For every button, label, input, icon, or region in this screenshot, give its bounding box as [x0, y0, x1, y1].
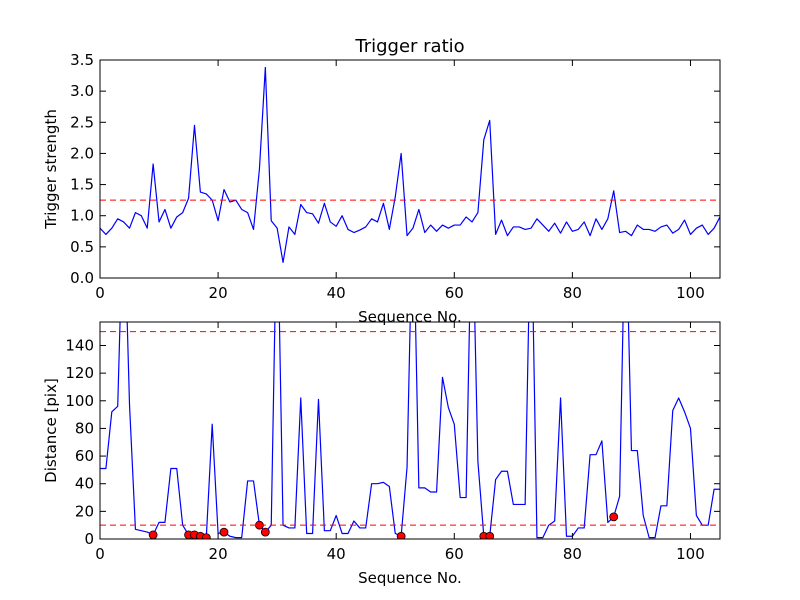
trigger-ratio-chart: 0 20 40 60 80 100 0.0 0.5 1.0 1.5 2.0 2.5 3.0 3.5 Trig…: [42, 36, 721, 326]
bottom-marker-point: [260, 527, 270, 537]
bottom-y-tick-label: 80: [75, 419, 94, 437]
top-x-tick-label: 100: [676, 284, 705, 302]
top-y-tick-label: 2.0: [70, 144, 94, 162]
bottom-plot-area: [100, 322, 720, 539]
bottom-y-tick-label: 140: [65, 336, 94, 354]
top-x-tick-label: 40: [327, 284, 346, 302]
bottom-x-axis-label: Sequence No.: [358, 569, 462, 587]
bottom-axes-frame: [99, 321, 721, 540]
bottom-x-tick-label: 80: [563, 545, 582, 563]
bottom-y-tick-label: 100: [65, 392, 94, 410]
top-x-tick-label: 0: [95, 284, 105, 302]
bottom-y-tick-label: 120: [65, 364, 94, 382]
top-y-tick-label: 1.0: [70, 207, 94, 225]
bottom-marker-point: [396, 531, 406, 539]
bottom-y-tick-label: 0: [84, 530, 94, 548]
bottom-y-tick-label: 20: [75, 502, 94, 520]
top-y-tick-label: 1.5: [70, 176, 94, 194]
bottom-x-tick-label: 20: [209, 545, 228, 563]
bottom-y-axis-label: Distance [pix]: [42, 378, 60, 483]
top-y-tick-label: 0.0: [70, 269, 94, 287]
distance-chart: 0 20 40 60 80 100 0 20 40 60 80 100 120 140 Sequence N…: [42, 321, 721, 587]
top-y-tick-label: 0.5: [70, 238, 94, 256]
bottom-y-tick-label: 60: [75, 447, 94, 465]
top-y-tick-label: 3.5: [70, 51, 94, 69]
bottom-x-tick-label: 100: [676, 545, 705, 563]
top-x-tick-label: 60: [445, 284, 464, 302]
bottom-marker-point: [609, 512, 619, 522]
top-x-tick-label: 80: [563, 284, 582, 302]
bottom-x-tick-label: 40: [327, 545, 346, 563]
bottom-marker-point: [219, 527, 229, 537]
chart-title: Trigger ratio: [354, 36, 464, 57]
top-x-tick-label: 20: [209, 284, 228, 302]
bottom-y-tick-label: 40: [75, 475, 94, 493]
bottom-marker-point: [148, 530, 158, 539]
top-plot-area: [100, 66, 720, 264]
bottom-series-line: [100, 322, 720, 539]
top-axes-frame: [99, 59, 721, 279]
bottom-marker-point: [201, 533, 211, 539]
top-y-axis-label: Trigger strength: [42, 109, 60, 230]
bottom-x-tick-label: 0: [95, 545, 105, 563]
bottom-x-tick-label: 60: [445, 545, 464, 563]
bottom-marker-point: [485, 531, 495, 539]
top-y-tick-label: 2.5: [70, 113, 94, 131]
top-y-tick-label: 3.0: [70, 82, 94, 100]
top-series-line: [100, 66, 720, 264]
